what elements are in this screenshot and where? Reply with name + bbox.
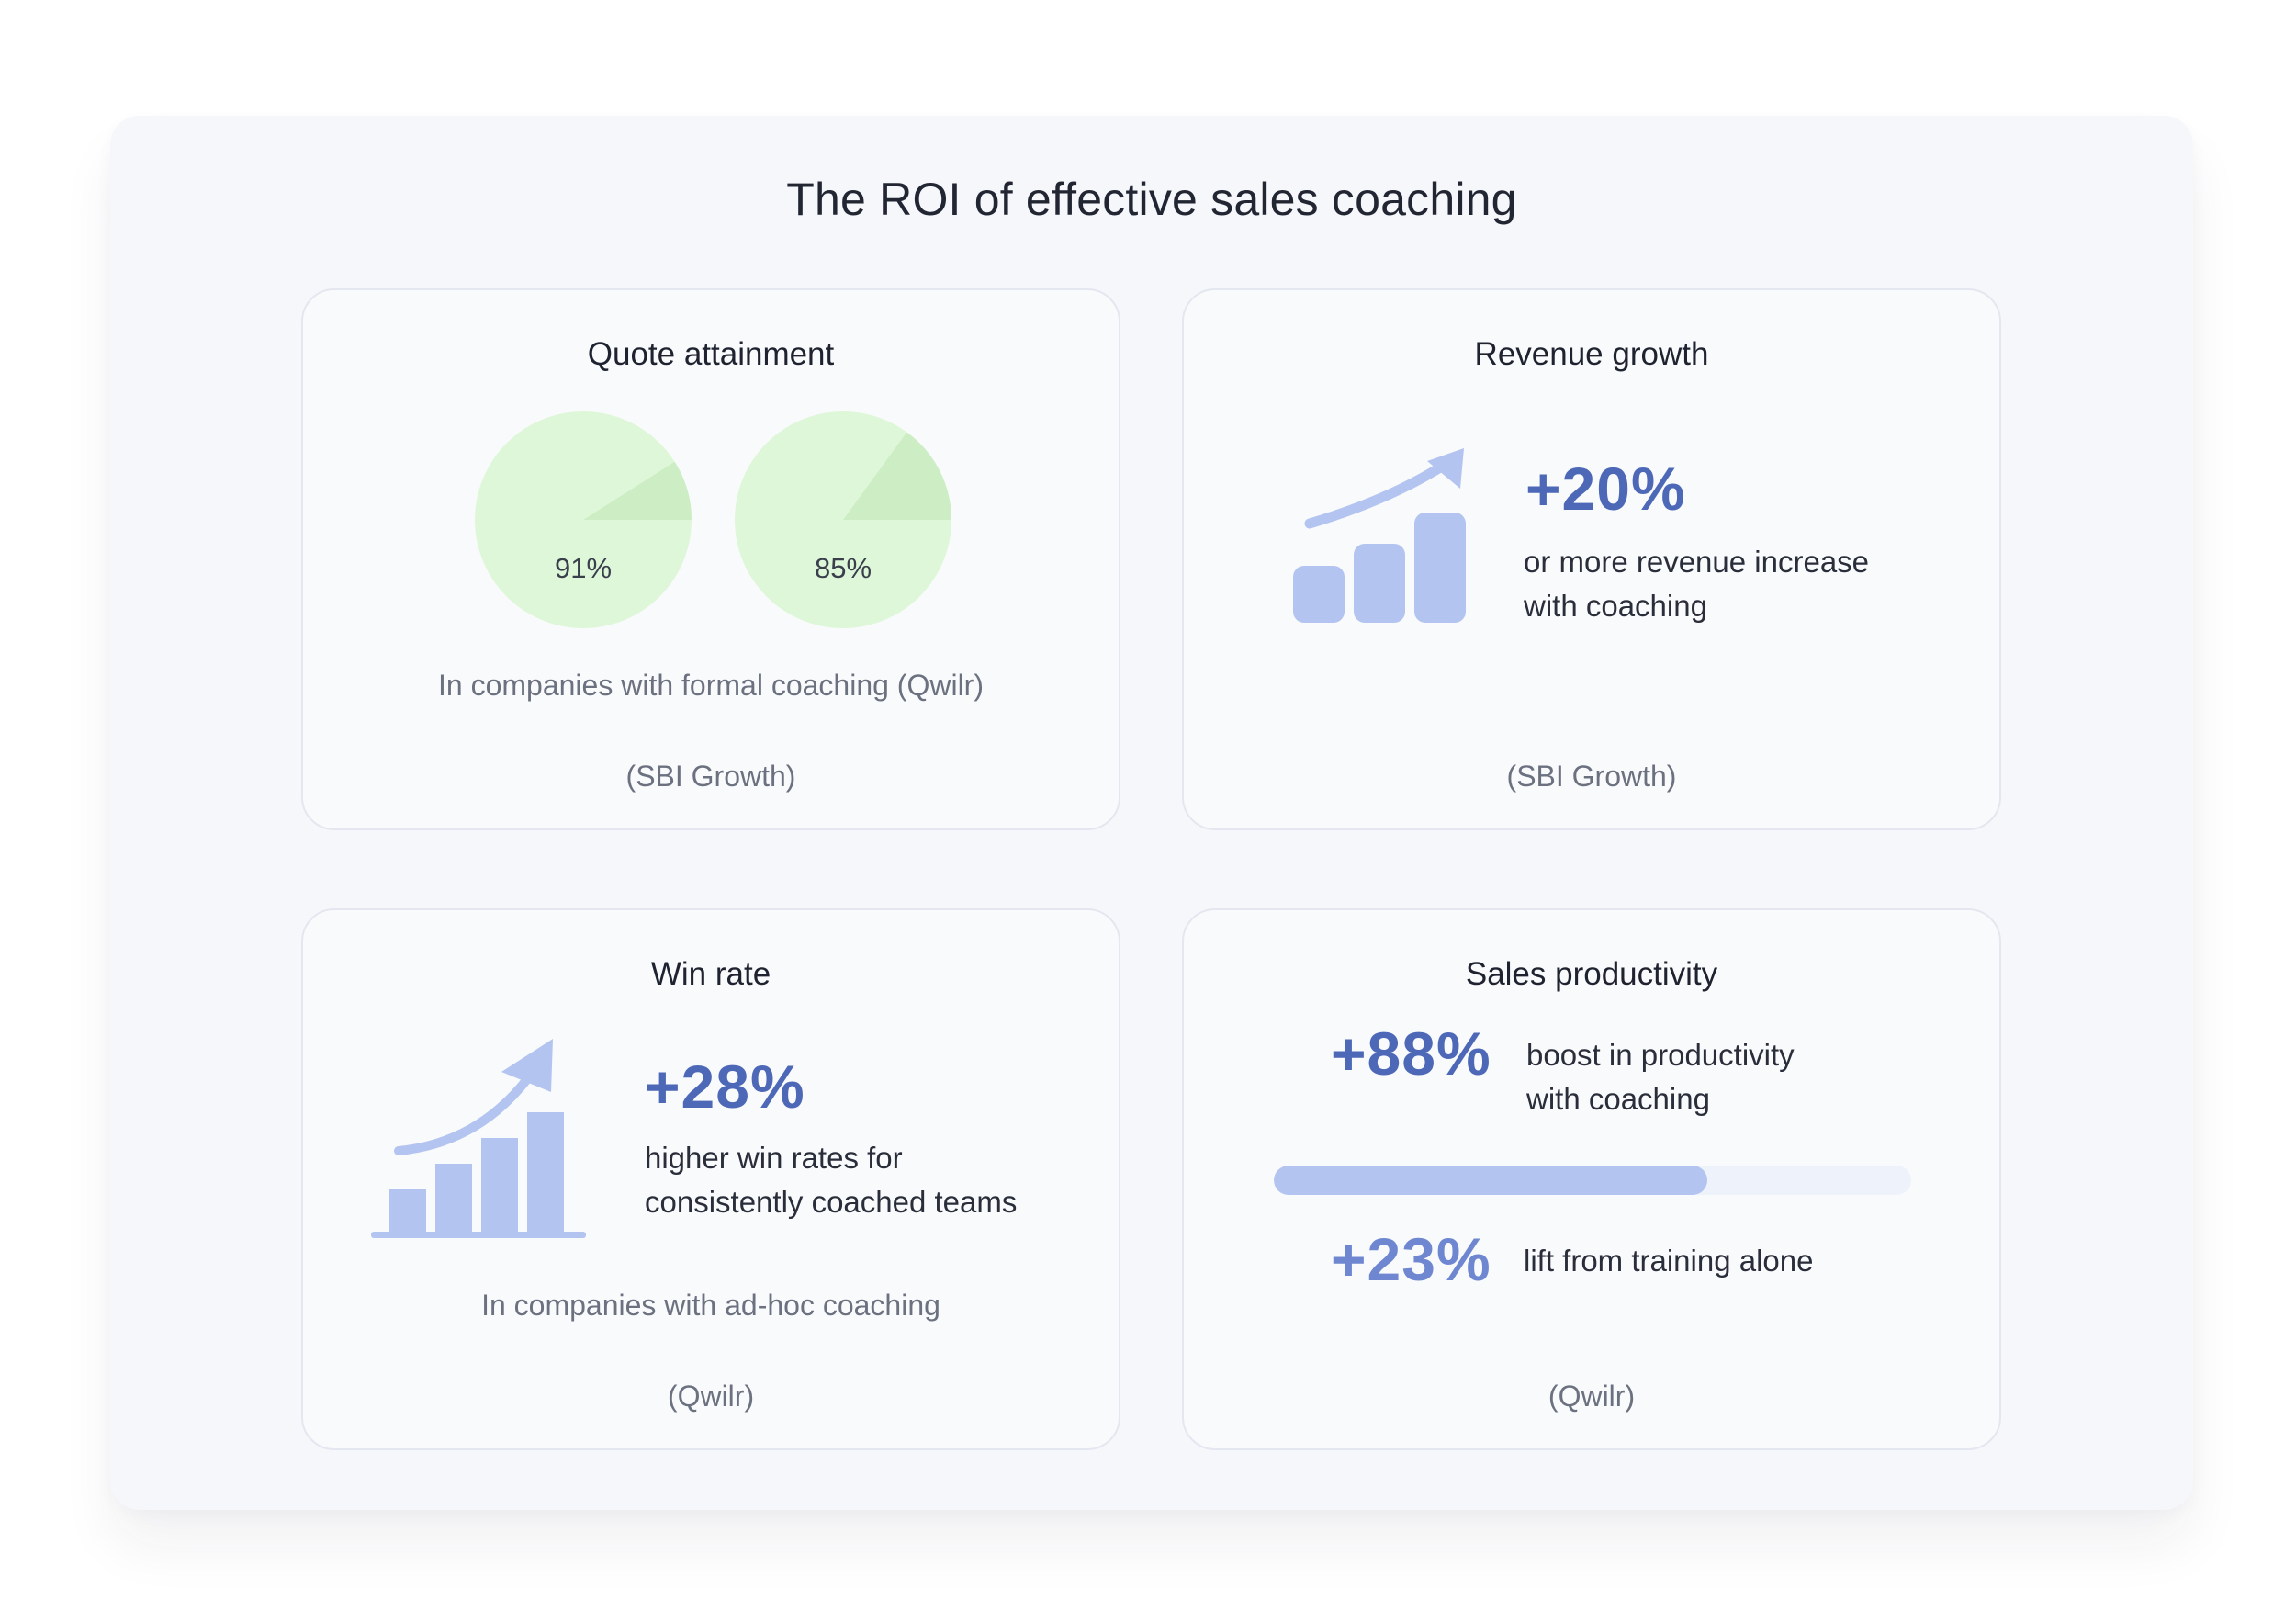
card-title: Revenue growth — [1474, 336, 1709, 372]
revenue-source: (SBI Growth) — [1506, 760, 1677, 793]
win-desc-line-1: higher win rates for — [645, 1141, 903, 1175]
pie-slice — [843, 432, 951, 520]
productivity-source: (Qwilr) — [1548, 1380, 1636, 1413]
productivity-stat: +88% — [1331, 1019, 1491, 1087]
page-title: The ROI of effective sales coaching — [786, 174, 1517, 225]
progress-fill — [1274, 1166, 1707, 1195]
win-source: (Qwilr) — [667, 1380, 755, 1413]
pie-label: 91% — [555, 552, 612, 584]
card-revenue-growth: Revenue growth +20% or more revenue incr… — [1182, 288, 2001, 830]
pie-chart-2: 85% — [735, 411, 951, 628]
bar-chart-growth-icon — [1293, 448, 1466, 623]
card-win-rate: Win rate +28% higher win rates for consi… — [301, 908, 1120, 1450]
productivity-progress-bar — [1274, 1166, 1911, 1195]
bar-chart-growth-icon — [371, 1039, 586, 1238]
card-title: Quote attainment — [587, 336, 835, 372]
win-stat: +28% — [645, 1053, 805, 1121]
card-sales-productivity: Sales productivity +88% boost in product… — [1182, 908, 2001, 1450]
training-desc: lift from training alone — [1524, 1244, 1814, 1278]
win-desc-line-2: consistently coached teams — [645, 1185, 1018, 1219]
productivity-desc-line-2: with coaching — [1526, 1082, 1710, 1116]
quote-source: (SBI Growth) — [625, 760, 796, 793]
revenue-desc-line-2: with coaching — [1524, 589, 1707, 623]
card-title: Win rate — [650, 956, 771, 992]
card-title: Sales productivity — [1465, 956, 1718, 992]
card-quote-attainment: Quote attainment 91% 85% In companies wi… — [301, 288, 1120, 830]
pie-chart-1: 91% — [475, 411, 692, 628]
revenue-desc-line-1: or more revenue increase — [1524, 545, 1870, 579]
pie-slice — [583, 461, 692, 520]
training-stat: +23% — [1331, 1225, 1491, 1293]
win-note: In companies with ad-hoc coaching — [481, 1289, 940, 1322]
quote-note: In companies with formal coaching (Qwilr… — [438, 669, 984, 702]
revenue-stat: +20% — [1525, 455, 1686, 523]
productivity-desc-line-1: boost in productivity — [1526, 1038, 1795, 1072]
pie-label: 85% — [815, 552, 872, 584]
